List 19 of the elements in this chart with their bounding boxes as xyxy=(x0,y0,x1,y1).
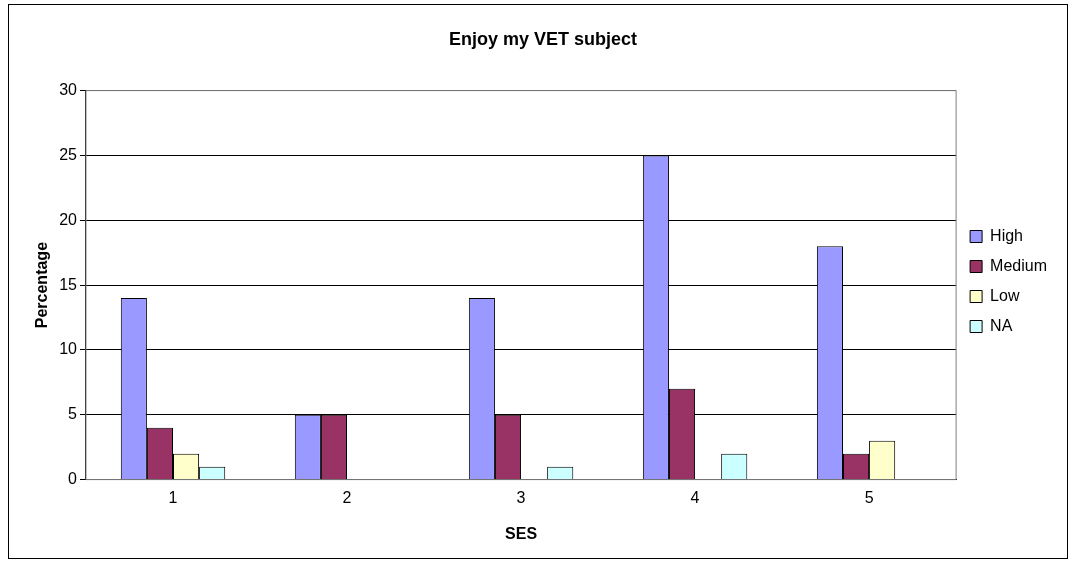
legend-label: NA xyxy=(990,316,1013,334)
y-tick-label: 10 xyxy=(59,340,78,358)
x-tick-label: 1 xyxy=(168,488,178,506)
y-tick-label: 0 xyxy=(68,470,78,488)
x-tick-label: 4 xyxy=(690,488,700,506)
legend-label: High xyxy=(990,226,1023,244)
y-tick-label: 20 xyxy=(59,210,78,228)
x-tick-label: 2 xyxy=(342,488,352,506)
y-tick-label: 30 xyxy=(59,81,78,99)
chart-title: Enjoy my VET subject xyxy=(448,28,638,49)
x-tick-label: 3 xyxy=(516,488,526,506)
x-tick-label: 5 xyxy=(864,488,874,506)
legend-label: Low xyxy=(990,286,1020,304)
y-tick-label: 5 xyxy=(68,405,78,423)
x-axis-title: SES xyxy=(505,524,538,542)
y-tick-label: 15 xyxy=(59,275,78,293)
y-axis-title: Percentage xyxy=(33,241,51,329)
y-tick-label: 25 xyxy=(59,145,78,163)
legend-label: Medium xyxy=(990,256,1047,274)
